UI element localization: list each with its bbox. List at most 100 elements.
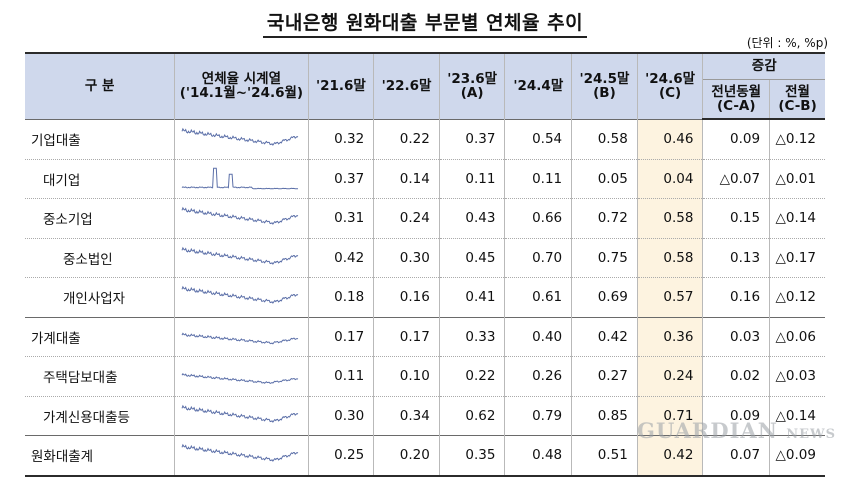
row-label: 중소기업 — [25, 198, 176, 238]
value-cell: 0.72 — [571, 198, 638, 238]
table-row: 대기업 0.37 0.14 0.11 0.11 0.05 0.04 △0.07 △0.01 — [25, 158, 825, 199]
sparkline-cell — [174, 435, 309, 477]
value-cell: 0.58 — [571, 118, 638, 159]
value-cell: 0.57 — [637, 277, 704, 317]
header-p5: '24.5말 (B) — [571, 52, 638, 119]
unit-note: (단위 : %, %p) — [746, 36, 828, 50]
header-p4: '24.4말 — [504, 52, 573, 119]
yoy-cell: 0.13 — [702, 237, 771, 278]
value-cell: 0.66 — [504, 198, 573, 238]
value-cell: 0.22 — [373, 118, 440, 159]
value-cell: 0.05 — [571, 158, 638, 199]
sparkline — [181, 246, 299, 265]
value-cell: 0.37 — [308, 158, 375, 199]
value-cell: 0.30 — [308, 395, 375, 436]
value-cell: 0.30 — [373, 237, 440, 278]
sparkline-cell — [174, 198, 309, 238]
table-row: 가계대출 0.17 0.17 0.33 0.40 0.42 0.36 0.03 △0.06 — [25, 316, 825, 357]
value-cell: 0.61 — [504, 277, 573, 317]
value-cell: 0.10 — [373, 356, 440, 396]
value-cell: 0.14 — [373, 158, 440, 199]
header-series: 연체율 시계열 ('14.1월~'24.6월) — [174, 52, 309, 119]
mom-cell: △0.09 — [769, 435, 825, 477]
mom-cell: △0.01 — [769, 158, 825, 199]
watermark-logo: GUARDIAN NEWS — [637, 418, 836, 443]
sparkline — [181, 404, 299, 423]
sparkline — [181, 286, 299, 305]
value-cell: 0.46 — [637, 118, 704, 159]
header-p2: '22.6말 — [373, 52, 440, 119]
value-cell: 0.24 — [637, 356, 704, 396]
value-cell: 0.11 — [439, 158, 506, 199]
sparkline-cell — [174, 158, 309, 199]
table-row: 기업대출 0.32 0.22 0.37 0.54 0.58 0.46 0.09 △0.12 — [25, 118, 825, 159]
value-cell: 0.69 — [571, 277, 638, 317]
value-cell: 0.16 — [373, 277, 440, 317]
sparkline — [181, 127, 299, 146]
table-row: 원화대출계 0.25 0.20 0.35 0.48 0.51 0.42 0.07 △0.09 — [25, 435, 825, 477]
sparkline — [181, 444, 299, 463]
value-cell: 0.75 — [571, 237, 638, 278]
sparkline-cell — [174, 277, 309, 317]
header-mom: 전월 (C-B) — [769, 79, 825, 120]
row-label: 가계대출 — [25, 316, 176, 357]
row-label: 대기업 — [25, 158, 176, 199]
yoy-cell: 0.09 — [702, 395, 771, 436]
mom-cell: △0.03 — [769, 356, 825, 396]
mom-cell: △0.06 — [769, 316, 825, 357]
value-cell: 0.70 — [504, 237, 573, 278]
table-row: 주택담보대출 0.11 0.10 0.22 0.26 0.27 0.24 0.02 △0.03 — [25, 356, 825, 396]
value-cell: 0.17 — [373, 316, 440, 357]
yoy-cell: △0.07 — [702, 158, 771, 199]
header-p1: '21.6말 — [308, 52, 375, 119]
yoy-cell: 0.07 — [702, 435, 771, 477]
value-cell: 0.11 — [504, 158, 573, 199]
header-p3: '23.6말 (A) — [439, 52, 506, 119]
sparkline — [181, 207, 299, 226]
value-cell: 0.24 — [373, 198, 440, 238]
sparkline-cell — [174, 316, 309, 357]
page-title: 국내은행 원화대출 부문별 연체율 추이 — [0, 8, 850, 38]
mom-cell: △0.12 — [769, 277, 825, 317]
value-cell: 0.26 — [504, 356, 573, 396]
value-cell: 0.41 — [439, 277, 506, 317]
header-change: 증감 — [702, 52, 825, 80]
row-label: 주택담보대출 — [25, 356, 176, 396]
value-cell: 0.32 — [308, 118, 375, 159]
table-row: 개인사업자 0.18 0.16 0.41 0.61 0.69 0.57 0.16 △0.12 — [25, 277, 825, 317]
sparkline — [181, 373, 299, 385]
value-cell: 0.33 — [439, 316, 506, 357]
value-cell: 0.27 — [571, 356, 638, 396]
mom-cell: △0.12 — [769, 118, 825, 159]
value-cell: 0.40 — [504, 316, 573, 357]
value-cell: 0.37 — [439, 118, 506, 159]
table-row: 가계신용대출등 0.30 0.34 0.62 0.79 0.85 0.71 0.09 △0.14 — [25, 395, 825, 436]
sparkline — [181, 332, 299, 345]
value-cell: 0.11 — [308, 356, 375, 396]
value-cell: 0.17 — [308, 316, 375, 357]
value-cell: 0.79 — [504, 395, 573, 436]
value-cell: 0.71 — [637, 395, 704, 436]
mom-cell: △0.14 — [769, 395, 825, 436]
value-cell: 0.58 — [637, 198, 704, 238]
row-label: 가계신용대출등 — [25, 395, 176, 436]
value-cell: 0.51 — [571, 435, 638, 477]
row-label: 개인사업자 — [25, 277, 176, 317]
sparkline-cell — [174, 118, 309, 159]
value-cell: 0.58 — [637, 237, 704, 278]
value-cell: 0.34 — [373, 395, 440, 436]
mom-cell: △0.14 — [769, 198, 825, 238]
value-cell: 0.45 — [439, 237, 506, 278]
sparkline-cell — [174, 395, 309, 436]
row-label: 원화대출계 — [25, 435, 176, 477]
value-cell: 0.85 — [571, 395, 638, 436]
sparkline-cell — [174, 356, 309, 396]
value-cell: 0.42 — [571, 316, 638, 357]
value-cell: 0.42 — [308, 237, 375, 278]
value-cell: 0.43 — [439, 198, 506, 238]
value-cell: 0.31 — [308, 198, 375, 238]
value-cell: 0.20 — [373, 435, 440, 477]
sparkline-cell — [174, 237, 309, 278]
value-cell: 0.18 — [308, 277, 375, 317]
value-cell: 0.42 — [637, 435, 704, 477]
